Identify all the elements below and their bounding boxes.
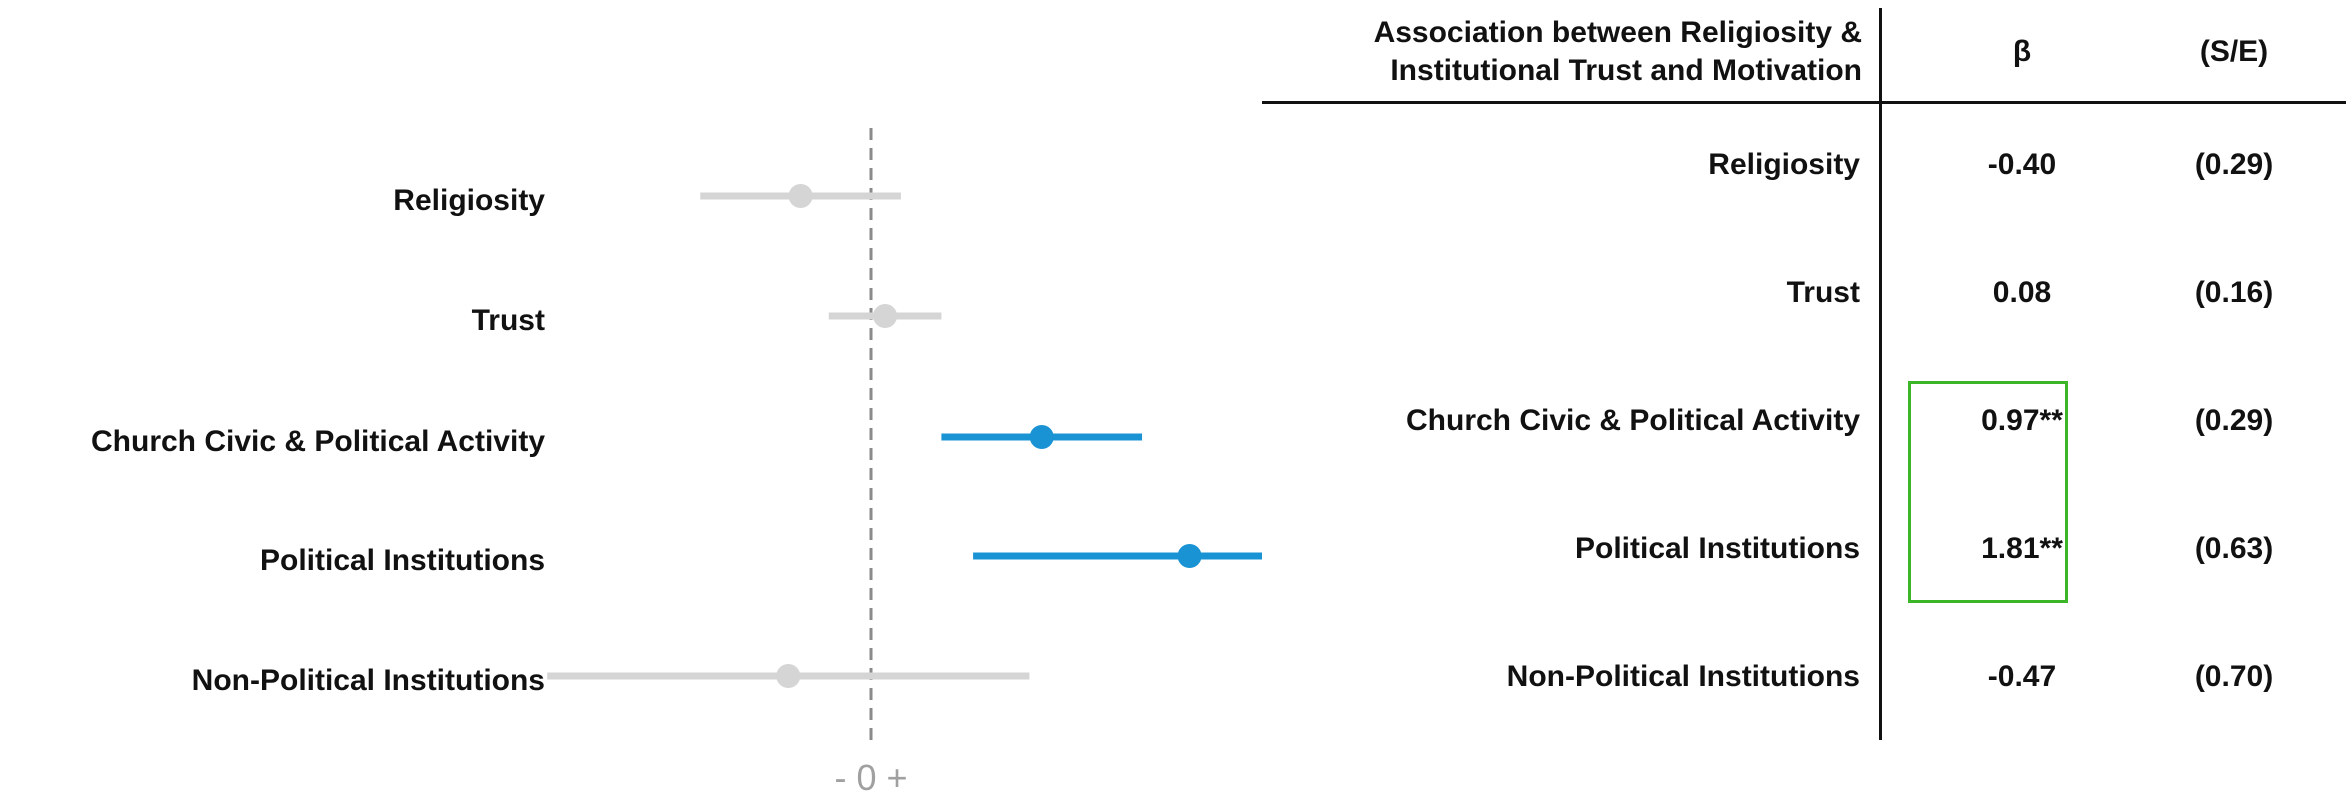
table-row-beta: 0.08 [1992,276,2052,309]
header-divider [1262,101,2346,104]
table-row-se: (0.16) [2194,276,2274,309]
table-row-label: Non-Political Institutions [1506,660,1860,693]
se-column-header: (S/E) [2199,35,2269,68]
table-row-label: Trust [1786,276,1860,309]
point-estimate [1029,425,1054,449]
table-row-se: (0.29) [2194,404,2274,437]
table-row-se: (0.70) [2194,660,2274,693]
coefficient-table: Association between Religiosity & Instit… [1262,0,2346,792]
row-label: Political Institutions [260,544,545,577]
table-row-beta: -0.40 [1987,148,2057,181]
table-row-se: (0.29) [2194,148,2274,181]
row-label: Religiosity [393,184,545,217]
table-row-beta: -0.47 [1987,660,2057,693]
table-row-se: (0.63) [2194,532,2274,565]
beta-column-header: β [2012,35,2032,68]
axis-tick-label: - 0 + [834,757,907,792]
row-label: Trust [472,304,545,337]
table-row-label: Political Institutions [1574,532,1860,565]
table-title-line-2: Institutional Trust and Motivation [1390,54,1862,87]
table-title: Association between Religiosity & Instit… [1262,14,1862,90]
row-label: Church Civic & Political Activity [91,425,545,458]
significance-highlight-box [1908,381,2068,603]
table-row-label: Church Civic & Political Activity [1406,404,1860,437]
coefficient-plot: Religiosity Trust Church Civic & Political… [91,128,1262,792]
table-row-label: Religiosity [1708,148,1860,181]
column-divider [1879,8,1882,740]
table-row-beta: 0.97** [1981,404,2063,437]
point-estimate [873,304,898,328]
table-title-line-1: Association between Religiosity & [1373,16,1862,49]
table-row-beta: 1.81** [1981,532,2063,565]
point-estimate [1177,544,1202,568]
row-label: Non-Political Institutions [192,664,545,697]
point-estimate [776,664,801,688]
point-estimate [788,184,813,208]
